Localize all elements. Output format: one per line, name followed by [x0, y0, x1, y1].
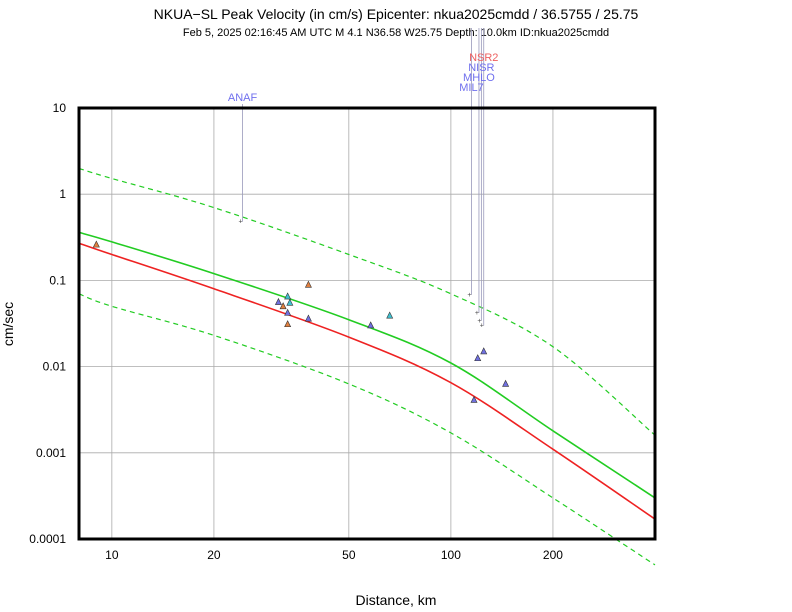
station-marker: [304, 280, 312, 288]
y-tick-label: 1: [59, 187, 66, 201]
x-tick-label: 200: [543, 548, 563, 562]
station-marker: [274, 297, 282, 305]
station-point: +: [467, 292, 471, 299]
station-marker: [284, 292, 292, 300]
station-marker: [367, 321, 375, 329]
station-point: +: [480, 322, 484, 329]
x-tick-label: 20: [207, 548, 221, 562]
y-axis-label: cm/sec: [0, 302, 16, 346]
station-point: +: [239, 219, 243, 226]
station-marker: [279, 302, 287, 310]
station-markers: +++++: [92, 219, 510, 403]
station-marker: [480, 347, 488, 355]
grid: [79, 107, 655, 540]
station-point: +: [477, 318, 481, 325]
curve-mean: [78, 231, 656, 499]
station-label-mil7: MIL7: [459, 82, 483, 94]
tick-labels: 10 20 50 100 200 0.0001 0.001 0.01 0.1 1 10 ANAF MIL…: [29, 52, 563, 562]
y-tick-label: 10: [53, 101, 67, 115]
y-tick-label: 0.1: [49, 273, 66, 287]
chart-subtitle: Feb 5, 2025 02:16:45 AM UTC M 4.1 N36.58…: [183, 27, 609, 39]
chart-title: NKUA−SL Peak Velocity (in cm/s) Epicente…: [154, 6, 639, 22]
station-label-nisr: NISR: [468, 62, 494, 74]
station-marker: [286, 298, 294, 306]
station-label-mhlo: MHLO: [463, 72, 495, 84]
plot-frame: [77, 106, 657, 541]
station-marker: [474, 354, 482, 362]
y-tick-label: 0.01: [43, 360, 67, 374]
station-marker: [284, 320, 292, 328]
station-label-anaf: ANAF: [228, 92, 258, 104]
y-tick-label: 0.0001: [29, 532, 66, 546]
station-label-nsr2: NSR2: [469, 52, 498, 64]
x-tick-label: 50: [342, 548, 356, 562]
x-tick-label: 10: [105, 548, 119, 562]
y-tick-label: 0.001: [36, 446, 66, 460]
station-leaders: [242, 28, 485, 326]
station-point: +: [475, 310, 479, 317]
curve-lower: [78, 293, 656, 566]
curves: [78, 167, 656, 566]
station-marker: [92, 240, 100, 248]
station-marker: [304, 314, 312, 322]
x-axis-label: Distance, km: [356, 592, 437, 608]
curve-regression: [78, 242, 656, 520]
station-marker: [284, 308, 292, 316]
station-marker: [470, 395, 478, 403]
station-marker: [502, 379, 510, 387]
curve-upper: [78, 167, 656, 436]
x-tick-label: 100: [441, 548, 461, 562]
station-marker: [386, 311, 394, 319]
